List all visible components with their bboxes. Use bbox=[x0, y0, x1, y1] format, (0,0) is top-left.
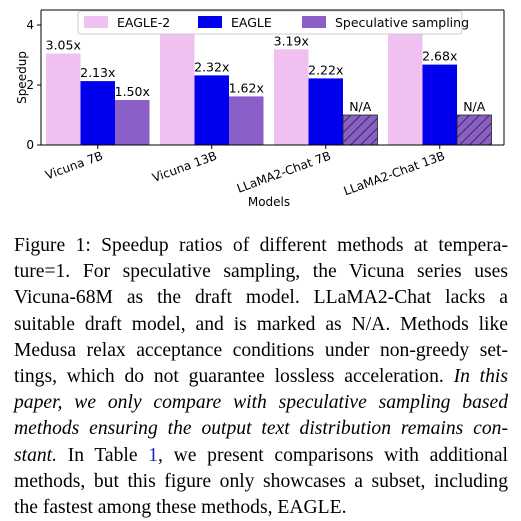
caption-line: Vicuna-68M as the draft model. LLaMA2-Ch… bbox=[14, 285, 508, 311]
data-label: 2.13x bbox=[80, 65, 115, 80]
caption-line: methods ensuring the output text distrib… bbox=[14, 416, 508, 442]
legend-frame bbox=[77, 10, 463, 35]
x-axis-label: Models bbox=[248, 195, 290, 209]
legend-swatch bbox=[84, 16, 108, 28]
caption-line: Figure 1: Speedup ratios of different me… bbox=[14, 233, 508, 259]
chart-legend: EAGLE-2 EAGLE Speculative sampling bbox=[77, 10, 469, 35]
caption-line: tings, which do not guarantee lossless a… bbox=[14, 364, 508, 390]
caption-line: methods, but this figure only showcases … bbox=[14, 469, 508, 495]
y-tick-label: 2 bbox=[26, 78, 34, 92]
caption-text: methods ensuring the output text distrib… bbox=[14, 418, 508, 440]
caption-text: stant. bbox=[14, 444, 58, 466]
bar bbox=[274, 49, 309, 145]
bar bbox=[115, 100, 150, 145]
x-tick-label: LLaMA2-Chat 13B bbox=[342, 149, 447, 199]
caption-text: In Table bbox=[57, 444, 149, 466]
x-tick-label: LLaMA2-Chat 7B bbox=[235, 149, 333, 196]
caption-text: Figure 1: Speedup ratios of different me… bbox=[14, 235, 508, 256]
legend-label: Speculative sampling bbox=[335, 15, 469, 30]
bar bbox=[422, 64, 457, 145]
bar bbox=[388, 27, 423, 145]
caption-text: In this bbox=[453, 366, 508, 388]
data-label: 1.50x bbox=[115, 84, 150, 99]
legend-label: EAGLE-2 bbox=[117, 15, 170, 30]
bar bbox=[308, 78, 343, 145]
data-label: 3.19x bbox=[274, 33, 309, 48]
data-label: 2.22x bbox=[308, 62, 343, 77]
caption-text: paper, we only compare with speculative … bbox=[14, 392, 508, 414]
bar bbox=[160, 31, 195, 145]
data-label: 2.68x bbox=[422, 49, 457, 64]
bar bbox=[80, 81, 115, 145]
caption-line: the fastest among these methods, EAGLE. bbox=[14, 495, 508, 521]
x-tick-label: Vicuna 13B bbox=[150, 149, 218, 185]
caption-line: paper, we only compare with speculative … bbox=[14, 390, 508, 416]
caption-line: stant. In Table 1, we present comparison… bbox=[14, 443, 508, 469]
legend-label: EAGLE bbox=[231, 15, 272, 30]
y-axis-label: Speedup bbox=[15, 51, 29, 104]
caption-line: Medusa relax acceptance conditions under… bbox=[14, 338, 508, 364]
figure-caption: Figure 1: Speedup ratios of different me… bbox=[14, 233, 508, 521]
bar bbox=[194, 75, 229, 145]
data-label: N/A bbox=[349, 99, 372, 114]
x-tick-label: Vicuna 7B bbox=[43, 149, 104, 183]
caption-line: ture=1. For speculative sampling, the Vi… bbox=[14, 259, 508, 285]
bar bbox=[46, 53, 81, 145]
caption-text: Vicuna-68M as the draft model. LLaMA2-Ch… bbox=[14, 287, 508, 309]
caption-text: suitable draft model, and is marked as N… bbox=[14, 313, 508, 335]
legend-swatch bbox=[198, 16, 222, 28]
caption-text: the fastest among these methods, EAGLE. bbox=[14, 497, 347, 519]
y-tick-label: 4 bbox=[26, 18, 34, 32]
data-label: N/A bbox=[463, 99, 486, 114]
caption-text: methods, but this figure only showcases … bbox=[14, 470, 508, 492]
caption-line: suitable draft model, and is marked as N… bbox=[14, 312, 508, 338]
caption-text: ture=1. For speculative sampling, the Vi… bbox=[14, 261, 508, 283]
caption-text: tings, which do not guarantee lossless a… bbox=[14, 366, 454, 388]
bar-hatch bbox=[456, 114, 492, 146]
data-label: 3.05x bbox=[46, 38, 81, 53]
caption-text: Medusa relax acceptance conditions under… bbox=[14, 339, 508, 361]
data-label: 1.62x bbox=[229, 80, 264, 95]
data-label: 2.32x bbox=[194, 59, 229, 74]
table-reference-link[interactable]: 1 bbox=[148, 444, 159, 466]
caption-text: , we present comparisons with additional bbox=[158, 444, 508, 466]
legend-swatch bbox=[302, 16, 326, 28]
bar-hatch bbox=[342, 114, 378, 146]
y-tick-label: 0 bbox=[26, 138, 34, 152]
bar bbox=[229, 96, 264, 145]
